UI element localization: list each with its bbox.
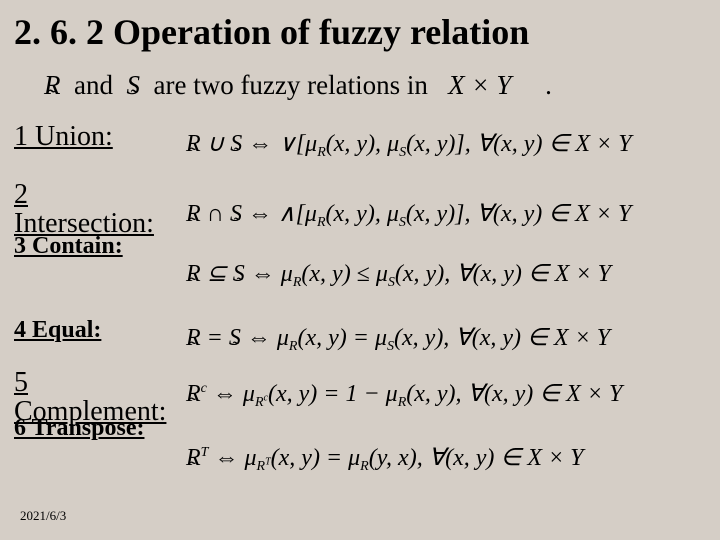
label-complement-num: 5 [14, 367, 28, 398]
label-union-num: 1 [14, 121, 28, 152]
page-footer: 2021/6/3 [20, 508, 66, 524]
formula-equal: R = S ⇔ μR(x, y) = μS(x, y), ∀(x, y) ∈ X… [186, 324, 610, 353]
label-intersection: 2 Intersection: [14, 180, 154, 239]
label-intersection-num: 2 [14, 179, 28, 210]
symbol-S: S [126, 69, 140, 101]
definition-rows: 1 Union: R ∪ S ⇔ ∨[μR(x, y), μS(x, y)], … [14, 120, 706, 490]
formula-contain: R ⊆ S ⇔ μR(x, y) ≤ μS(x, y), ∀(x, y) ∈ X… [186, 260, 611, 289]
intro-mid: are two fuzzy relations in [153, 70, 427, 100]
label-transpose: 6 Transpose: [14, 416, 144, 441]
row-complement: 5 Complement: 6 Transpose: Rc ⇔ μRc(x, y… [14, 368, 706, 448]
formula-transpose: RT ⇔ μRT(x, y) = μR(y, x), ∀(x, y) ∈ X ×… [186, 444, 584, 473]
symbol-R: R [44, 69, 61, 101]
row-union: 1 Union: R ∪ S ⇔ ∨[μR(x, y), μS(x, y)], … [14, 120, 706, 178]
row-transpose: RT ⇔ μRT(x, y) = μR(y, x), ∀(x, y) ∈ X ×… [14, 440, 706, 490]
formula-intersection: R ∩ S ⇔ ∧[μR(x, y), μS(x, y)], ∀(x, y) ∈… [186, 200, 631, 229]
intro-period: . [545, 70, 552, 100]
row-intersection: 2 Intersection: 3 Contain: R ∩ S ⇔ ∧[μR(… [14, 180, 706, 260]
intro-and: and [74, 70, 113, 100]
label-union-text: Union: [35, 121, 113, 152]
row-equal: 4 Equal: R = S ⇔ μR(x, y) = μS(x, y), ∀(… [14, 310, 706, 366]
symbol-XxY: X × Y [448, 70, 511, 100]
label-equal: 4 Equal: [14, 318, 101, 343]
formula-complement: Rc ⇔ μRc(x, y) = 1 − μR(x, y), ∀(x, y) ∈… [186, 380, 622, 409]
slide: 2. 6. 2 Operation of fuzzy relation R an… [0, 0, 720, 540]
row-contain: R ⊆ S ⇔ μR(x, y) ≤ μS(x, y), ∀(x, y) ∈ X… [14, 254, 706, 304]
label-union: 1 Union: [14, 122, 113, 151]
intro-line: R and S are two fuzzy relations in X × Y… [44, 69, 706, 101]
formula-union: R ∪ S ⇔ ∨[μR(x, y), μS(x, y)], ∀(x, y) ∈… [186, 130, 632, 159]
slide-title: 2. 6. 2 Operation of fuzzy relation [14, 12, 706, 53]
